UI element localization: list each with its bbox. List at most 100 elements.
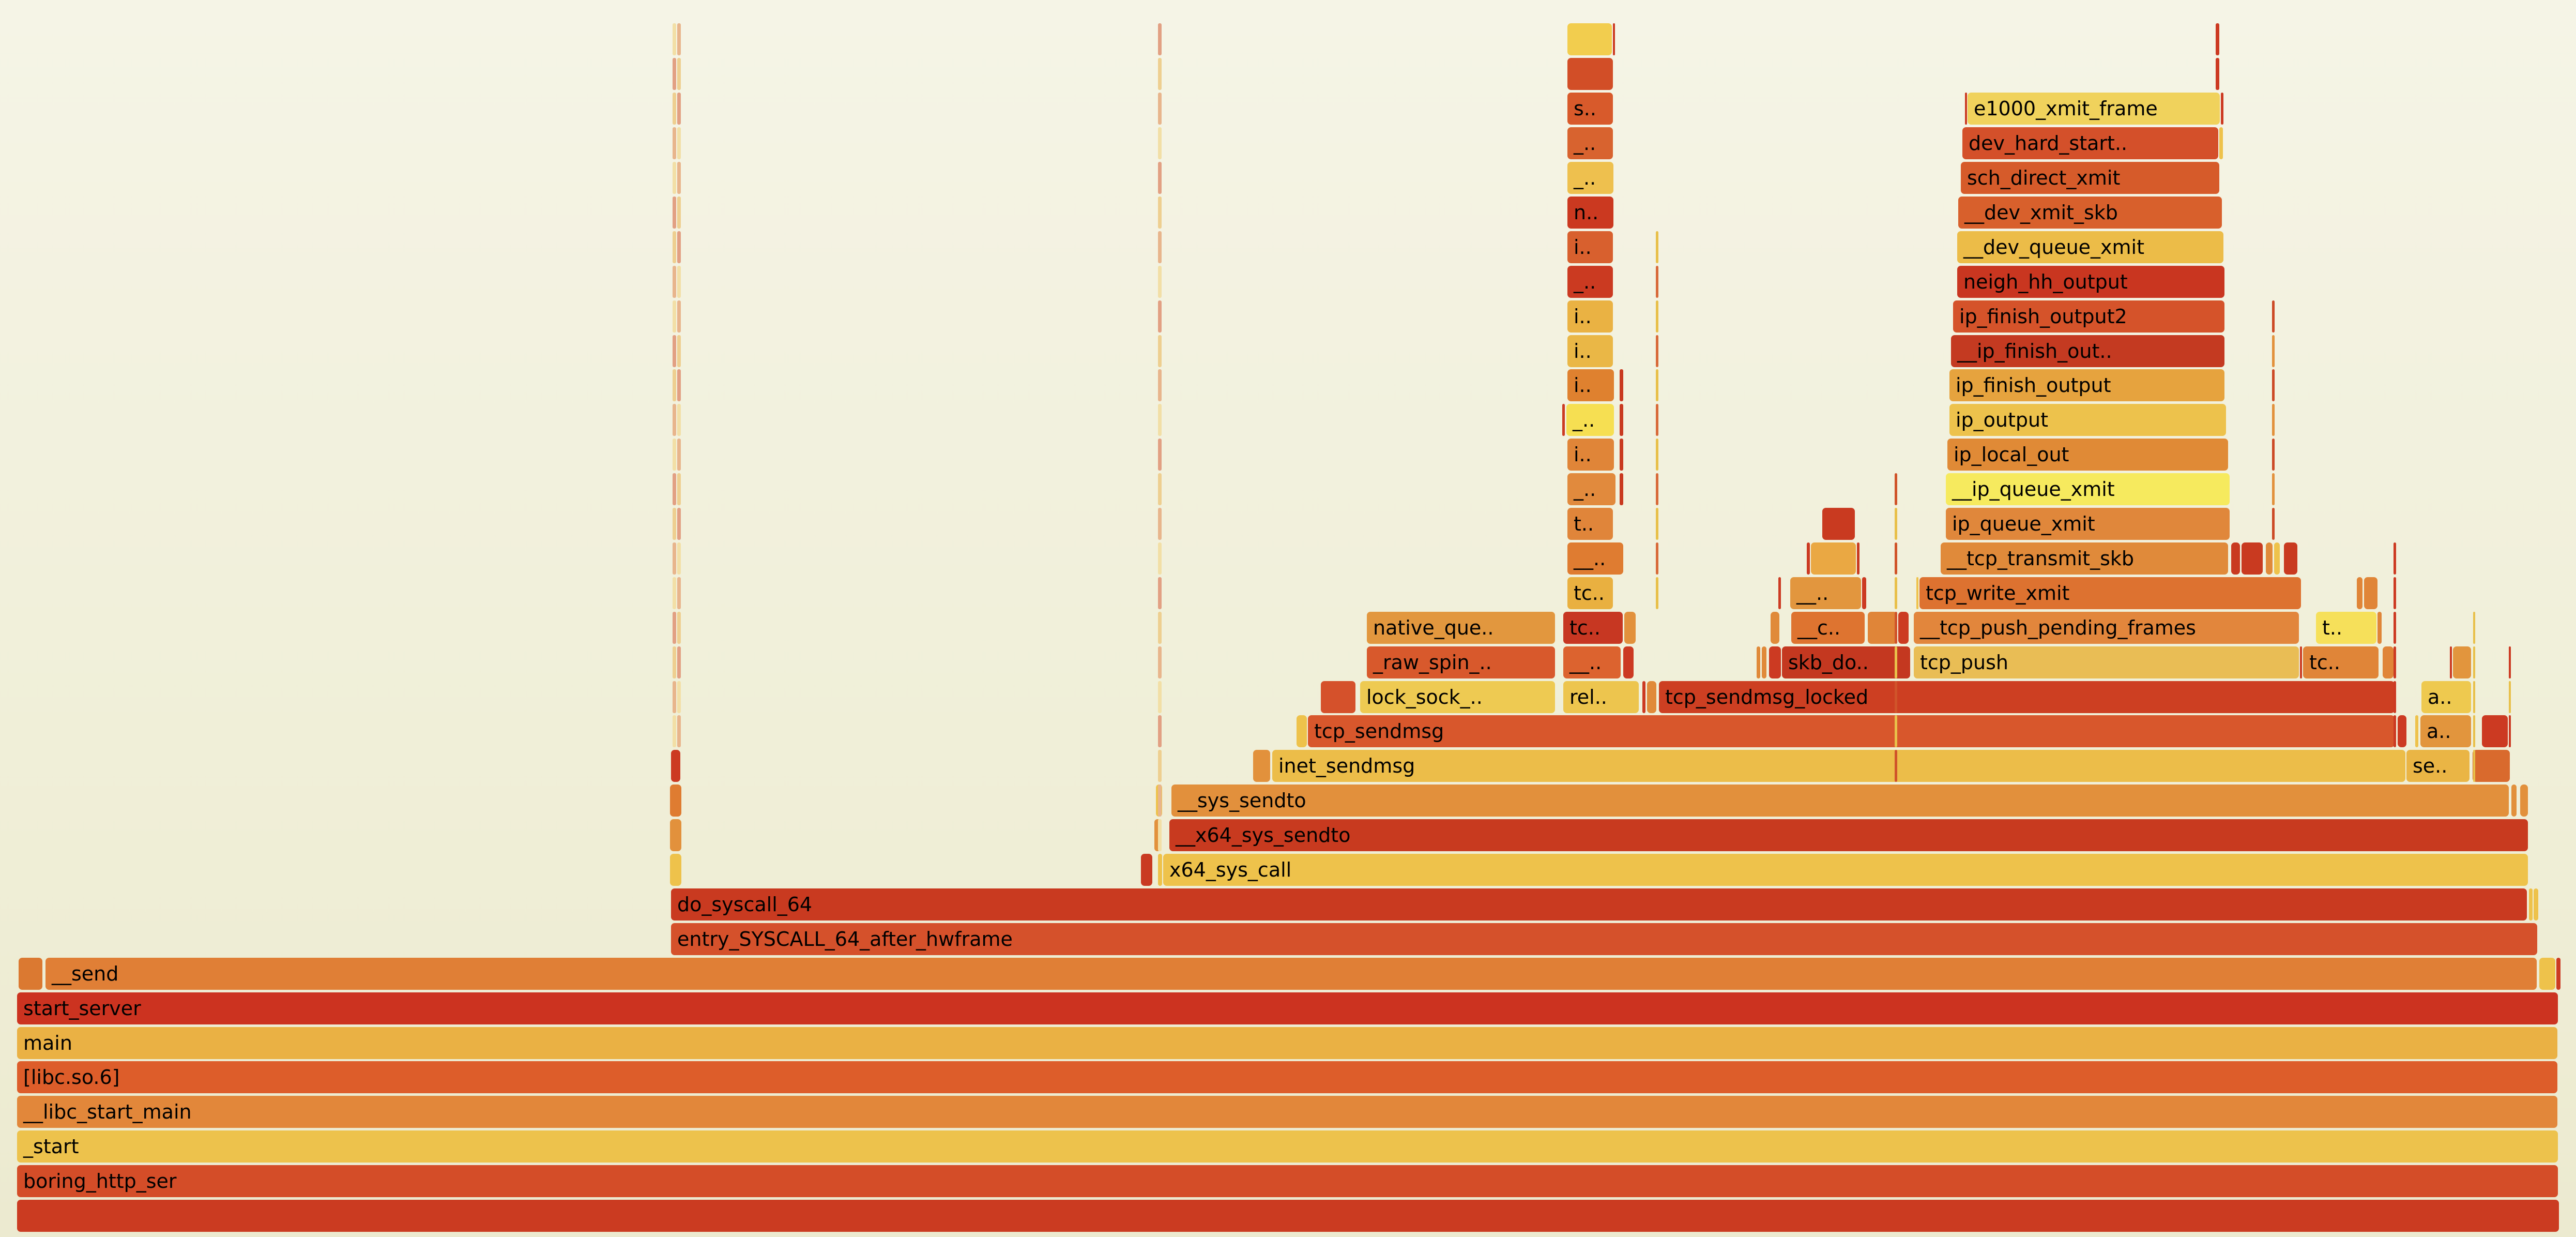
flame-frame-sliver[interactable] xyxy=(677,93,681,125)
flame-frame-dev-hard-start[interactable]: dev_hard_start.. xyxy=(1962,127,2218,160)
flame-frame[interactable] xyxy=(1916,577,1918,609)
flame-frame-ip-output[interactable]: ip_output xyxy=(1949,404,2226,436)
flame-frame[interactable] xyxy=(2231,542,2240,575)
flame-frame-sliver[interactable] xyxy=(673,265,676,298)
flame-frame-sys-sendto[interactable]: __sys_sendto xyxy=(1171,785,2509,817)
flame-frame-[interactable]: _.. xyxy=(1567,127,1613,160)
flame-frame[interactable] xyxy=(1623,646,1634,678)
flame-frame-sliver[interactable] xyxy=(1656,439,1658,471)
flame-frame-sliver[interactable] xyxy=(2394,681,2396,713)
flame-frame-sliver[interactable] xyxy=(677,300,681,333)
flame-frame[interactable] xyxy=(1965,93,1967,125)
flame-frame-ip-finish-out[interactable]: __ip_finish_out.. xyxy=(1951,335,2224,367)
flame-frame-i[interactable]: i.. xyxy=(1567,369,1614,402)
flame-frame-sliver[interactable] xyxy=(1895,646,1897,678)
flame-frame-sliver[interactable] xyxy=(1158,404,1162,436)
flame-frame-sliver[interactable] xyxy=(673,93,676,125)
flame-frame-ip-finish-output[interactable]: ip_finish_output xyxy=(1949,369,2224,402)
flame-frame[interactable] xyxy=(1769,646,1781,678)
flame-frame[interactable] xyxy=(1253,750,1270,782)
flame-frame-sliver[interactable] xyxy=(1158,265,1162,298)
flame-frame-sliver[interactable] xyxy=(677,508,681,540)
flame-frame[interactable] xyxy=(1647,681,1656,713)
flame-frame-sliver[interactable] xyxy=(1158,611,1162,644)
flame-frame-sliver[interactable] xyxy=(1895,750,1897,782)
flame-frame-entry-syscall-64-after-hwframe[interactable]: entry_SYSCALL_64_after_hwframe xyxy=(671,923,2537,955)
flame-frame-[interactable]: _.. xyxy=(1567,265,1613,298)
flame-frame-native-que[interactable]: native_que.. xyxy=(1367,611,1555,644)
flame-frame[interactable] xyxy=(2357,577,2362,609)
flame-frame[interactable] xyxy=(2539,957,2555,990)
flame-frame-sliver[interactable] xyxy=(1158,439,1162,471)
flame-frame[interactable] xyxy=(1868,611,1897,644)
flame-frame-ip-queue-xmit[interactable]: ip_queue_xmit xyxy=(1946,508,2230,540)
flame-frame-sliver[interactable] xyxy=(677,542,681,575)
flame-frame-sliver[interactable] xyxy=(1620,473,1623,506)
flame-frame-sliver[interactable] xyxy=(1158,681,1162,713)
flame-frame[interactable] xyxy=(2221,93,2223,125)
flame-frame-[interactable]: __.. xyxy=(1790,577,1861,609)
flame-frame-sliver[interactable] xyxy=(2272,369,2275,402)
flame-frame-libc-start-main[interactable]: __libc_start_main xyxy=(17,1096,2557,1128)
flame-frame[interactable] xyxy=(1624,611,1636,644)
flame-frame[interactable] xyxy=(2511,785,2517,817)
flame-frame-sliver[interactable] xyxy=(1620,369,1623,402)
flame-frame-n[interactable]: n.. xyxy=(1567,196,1613,229)
flame-frame-sliver[interactable] xyxy=(2216,58,2219,90)
flame-frame-sliver[interactable] xyxy=(677,162,681,194)
flame-frame-dev-queue-xmit[interactable]: __dev_queue_xmit xyxy=(1957,231,2223,263)
flame-frame[interactable] xyxy=(2300,646,2302,678)
flame-frame-sliver[interactable] xyxy=(2509,715,2511,748)
flame-frame-tc[interactable]: tc.. xyxy=(1563,611,1623,644)
flame-frame-sliver[interactable] xyxy=(673,681,676,713)
flame-frame-sliver[interactable] xyxy=(677,58,681,90)
flame-frame-[interactable]: _.. xyxy=(1567,473,1615,506)
flame-frame[interactable] xyxy=(2482,715,2508,748)
flame-frame[interactable] xyxy=(1762,646,1766,678)
flame-frame-sliver[interactable] xyxy=(673,369,676,402)
flame-frame-sliver[interactable] xyxy=(677,335,681,367)
flame-frame-t[interactable]: t.. xyxy=(2316,611,2376,644)
flame-frame[interactable] xyxy=(2520,785,2528,817)
flame-frame-i[interactable]: i.. xyxy=(1567,439,1614,471)
flame-frame-i[interactable]: i.. xyxy=(1567,231,1613,263)
flame-frame-ip-local-out[interactable]: ip_local_out xyxy=(1947,439,2228,471)
flame-frame[interactable] xyxy=(1778,577,1781,609)
flame-frame-sliver[interactable] xyxy=(1656,404,1658,436)
flame-frame[interactable] xyxy=(1862,577,1866,609)
flame-frame[interactable] xyxy=(1567,23,1612,56)
flame-frame-sliver[interactable] xyxy=(677,231,681,263)
flame-frame-sliver[interactable] xyxy=(673,23,676,56)
flame-frame-rel[interactable]: rel.. xyxy=(1563,681,1639,713)
flame-frame-sliver[interactable] xyxy=(1158,819,1162,852)
flame-frame-sliver[interactable] xyxy=(673,611,676,644)
flame-frame-sliver[interactable] xyxy=(677,577,681,609)
flame-frame[interactable] xyxy=(2450,646,2452,678)
flame-frame[interactable] xyxy=(1567,58,1613,90)
flame-frame[interactable] xyxy=(2242,542,2263,575)
flame-frame-sliver[interactable] xyxy=(1158,58,1162,90)
flame-frame-sliver[interactable] xyxy=(673,473,676,506)
flame-frame-sliver[interactable] xyxy=(2509,681,2511,713)
flame-frame-sliver[interactable] xyxy=(1158,542,1162,575)
flame-frame[interactable] xyxy=(1642,681,1645,713)
flame-frame-sliver[interactable] xyxy=(1158,127,1162,160)
flame-frame[interactable] xyxy=(2534,888,2538,921)
flame-frame-i[interactable]: i.. xyxy=(1567,300,1613,333)
flame-frame[interactable] xyxy=(1811,542,1856,575)
flame-frame-sliver[interactable] xyxy=(2509,646,2511,678)
flame-frame-sliver[interactable] xyxy=(673,162,676,194)
flame-frame-sliver[interactable] xyxy=(1656,473,1658,506)
flame-frame-sliver[interactable] xyxy=(1656,300,1658,333)
flame-frame[interactable] xyxy=(1321,681,1355,713)
flame-frame-sliver[interactable] xyxy=(677,127,681,160)
flame-frame-sliver[interactable] xyxy=(1158,715,1162,748)
flame-frame-sliver[interactable] xyxy=(677,404,681,436)
flame-frame-start-server[interactable]: start_server xyxy=(17,992,2558,1024)
flame-frame[interactable] xyxy=(17,1200,2559,1232)
flame-frame-sliver[interactable] xyxy=(2394,715,2396,748)
flame-frame-sliver[interactable] xyxy=(677,196,681,229)
flame-frame-sliver[interactable] xyxy=(1158,196,1162,229)
flame-frame-sliver[interactable] xyxy=(677,646,681,678)
flame-frame-sliver[interactable] xyxy=(1656,231,1658,263)
